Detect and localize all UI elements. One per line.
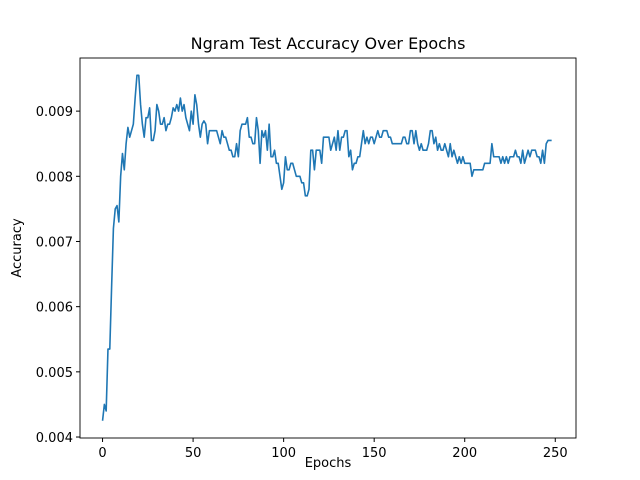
x-tick-label: 250 <box>543 446 568 461</box>
plot-frame <box>79 57 577 439</box>
x-axis-label: Epochs <box>305 456 352 471</box>
y-axis-label: Accuracy <box>10 218 25 278</box>
x-tick-label: 50 <box>185 446 202 461</box>
chart-title: Ngram Test Accuracy Over Epochs <box>191 34 466 53</box>
x-tick-label: 100 <box>271 446 296 461</box>
x-tick-label: 150 <box>362 446 387 461</box>
y-tick-label: 0.009 <box>36 105 73 120</box>
x-tick-label: 200 <box>452 446 477 461</box>
x-tick-label: 0 <box>98 446 106 461</box>
y-tick-label: 0.005 <box>36 366 73 381</box>
y-tick-label: 0.006 <box>36 301 73 316</box>
data-line <box>101 74 552 421</box>
y-tick-label: 0.004 <box>36 431 73 446</box>
y-tick-label: 0.007 <box>36 235 73 250</box>
y-tick-label: 0.008 <box>36 170 73 185</box>
